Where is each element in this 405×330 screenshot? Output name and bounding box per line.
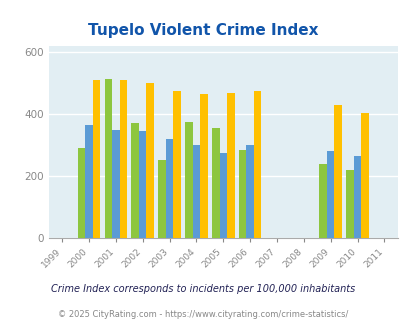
Bar xyxy=(192,145,200,238)
Bar xyxy=(353,156,360,238)
Text: © 2025 CityRating.com - https://www.cityrating.com/crime-statistics/: © 2025 CityRating.com - https://www.city… xyxy=(58,310,347,319)
Bar xyxy=(104,79,112,238)
Bar xyxy=(119,80,127,238)
Text: Crime Index corresponds to incidents per 100,000 inhabitants: Crime Index corresponds to incidents per… xyxy=(51,284,354,294)
Bar xyxy=(211,128,219,238)
Bar xyxy=(226,92,234,238)
Bar xyxy=(219,153,226,238)
Bar xyxy=(334,105,341,238)
Bar xyxy=(165,139,173,238)
Bar xyxy=(131,123,139,238)
Bar xyxy=(200,94,207,238)
Bar xyxy=(360,113,368,238)
Bar xyxy=(173,91,180,238)
Bar xyxy=(158,160,165,238)
Text: Tupelo Violent Crime Index: Tupelo Violent Crime Index xyxy=(87,23,318,38)
Bar xyxy=(326,151,334,238)
Bar xyxy=(319,163,326,238)
Bar xyxy=(185,122,192,238)
Bar xyxy=(146,83,153,238)
Bar xyxy=(246,145,253,238)
Bar xyxy=(345,170,353,238)
Bar xyxy=(77,148,85,238)
Bar xyxy=(253,91,261,238)
Bar xyxy=(139,131,146,238)
Bar xyxy=(238,149,246,238)
Bar xyxy=(92,80,100,238)
Bar xyxy=(85,125,92,238)
Bar xyxy=(112,130,119,238)
